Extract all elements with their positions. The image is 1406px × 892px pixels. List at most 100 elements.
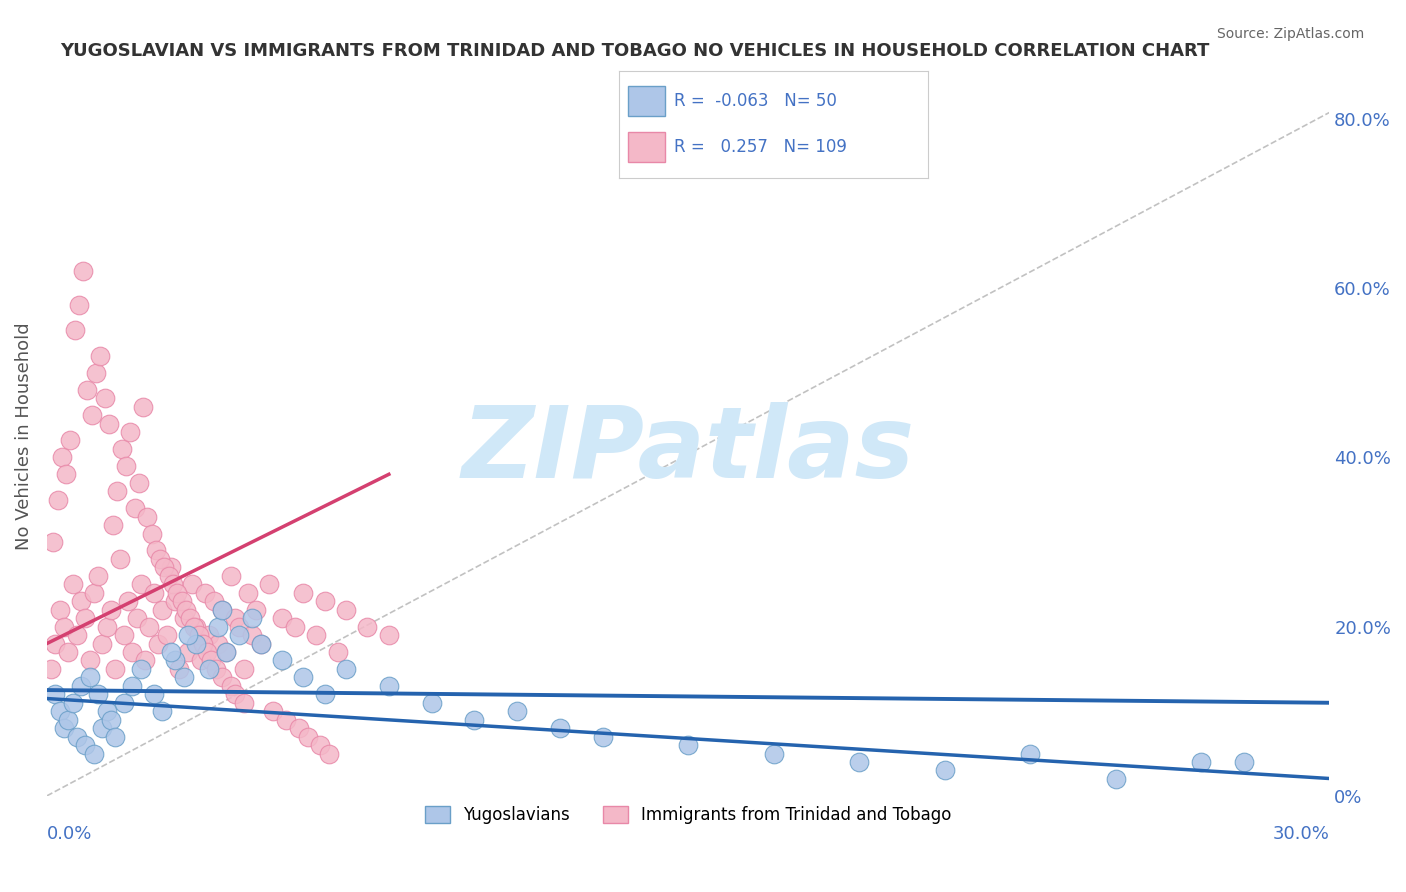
Point	[87, 569, 110, 583]
Point	[186, 636, 208, 650]
Point	[309, 738, 332, 752]
Point	[249, 636, 271, 650]
Point	[420, 696, 443, 710]
Point	[165, 653, 187, 667]
Point	[207, 636, 229, 650]
Point	[108, 552, 131, 566]
Point	[292, 670, 315, 684]
Point	[134, 653, 156, 667]
Point	[284, 619, 307, 633]
Point	[42, 535, 65, 549]
Legend: Yugoslavians, Immigrants from Trinidad and Tobago: Yugoslavians, Immigrants from Trinidad a…	[418, 799, 959, 830]
Point	[104, 662, 127, 676]
Point	[548, 721, 571, 735]
Point	[219, 569, 242, 583]
Point	[93, 391, 115, 405]
Point	[160, 560, 183, 574]
Point	[76, 383, 98, 397]
Point	[87, 687, 110, 701]
Point	[326, 645, 349, 659]
Point	[53, 619, 76, 633]
Point	[63, 323, 86, 337]
Point	[125, 611, 148, 625]
Point	[150, 704, 173, 718]
Point	[262, 704, 284, 718]
Text: 0.0%: 0.0%	[46, 824, 93, 843]
Point	[72, 264, 94, 278]
Point	[97, 417, 120, 431]
Point	[202, 594, 225, 608]
Point	[53, 721, 76, 735]
Point	[80, 408, 103, 422]
Point	[191, 636, 214, 650]
Point	[195, 645, 218, 659]
Point	[676, 738, 699, 752]
Point	[62, 696, 84, 710]
Point	[165, 594, 187, 608]
Point	[79, 670, 101, 684]
Point	[224, 687, 246, 701]
Point	[356, 619, 378, 633]
Point	[271, 653, 294, 667]
Point	[211, 670, 233, 684]
Point	[215, 645, 238, 659]
Point	[146, 636, 169, 650]
Point	[198, 662, 221, 676]
Point	[160, 645, 183, 659]
Point	[232, 662, 254, 676]
Point	[100, 603, 122, 617]
Text: 30.0%: 30.0%	[1272, 824, 1329, 843]
Point	[128, 475, 150, 490]
Point	[67, 298, 90, 312]
Point	[177, 628, 200, 642]
Point	[39, 662, 62, 676]
Point	[169, 662, 191, 676]
Point	[121, 679, 143, 693]
Point	[1233, 755, 1256, 769]
Point	[194, 586, 217, 600]
Point	[104, 730, 127, 744]
Point	[170, 594, 193, 608]
Point	[162, 577, 184, 591]
Point	[240, 628, 263, 642]
Point	[70, 594, 93, 608]
Point	[271, 611, 294, 625]
Point	[111, 442, 134, 456]
Point	[318, 747, 340, 761]
Point	[236, 586, 259, 600]
Point	[166, 586, 188, 600]
Point	[506, 704, 529, 718]
Point	[120, 425, 142, 439]
Point	[190, 653, 212, 667]
Point	[463, 713, 485, 727]
Point	[211, 603, 233, 617]
Point	[1104, 772, 1126, 786]
Point	[124, 501, 146, 516]
Point	[173, 670, 195, 684]
Point	[138, 619, 160, 633]
Point	[70, 679, 93, 693]
Point	[219, 679, 242, 693]
Text: ZIPatlas: ZIPatlas	[461, 402, 915, 500]
Point	[177, 645, 200, 659]
Point	[762, 747, 785, 761]
Point	[91, 721, 114, 735]
Point	[48, 603, 70, 617]
Point	[91, 636, 114, 650]
Point	[173, 611, 195, 625]
Text: R =   0.257   N= 109: R = 0.257 N= 109	[675, 138, 848, 156]
Point	[112, 696, 135, 710]
Point	[305, 628, 328, 642]
FancyBboxPatch shape	[628, 132, 665, 162]
Point	[79, 653, 101, 667]
Point	[934, 764, 956, 778]
Point	[66, 628, 89, 642]
Point	[142, 687, 165, 701]
Point	[314, 594, 336, 608]
Point	[224, 611, 246, 625]
Point	[335, 603, 357, 617]
Y-axis label: No Vehicles in Household: No Vehicles in Household	[15, 322, 32, 550]
Point	[183, 619, 205, 633]
Point	[228, 619, 250, 633]
Point	[112, 628, 135, 642]
